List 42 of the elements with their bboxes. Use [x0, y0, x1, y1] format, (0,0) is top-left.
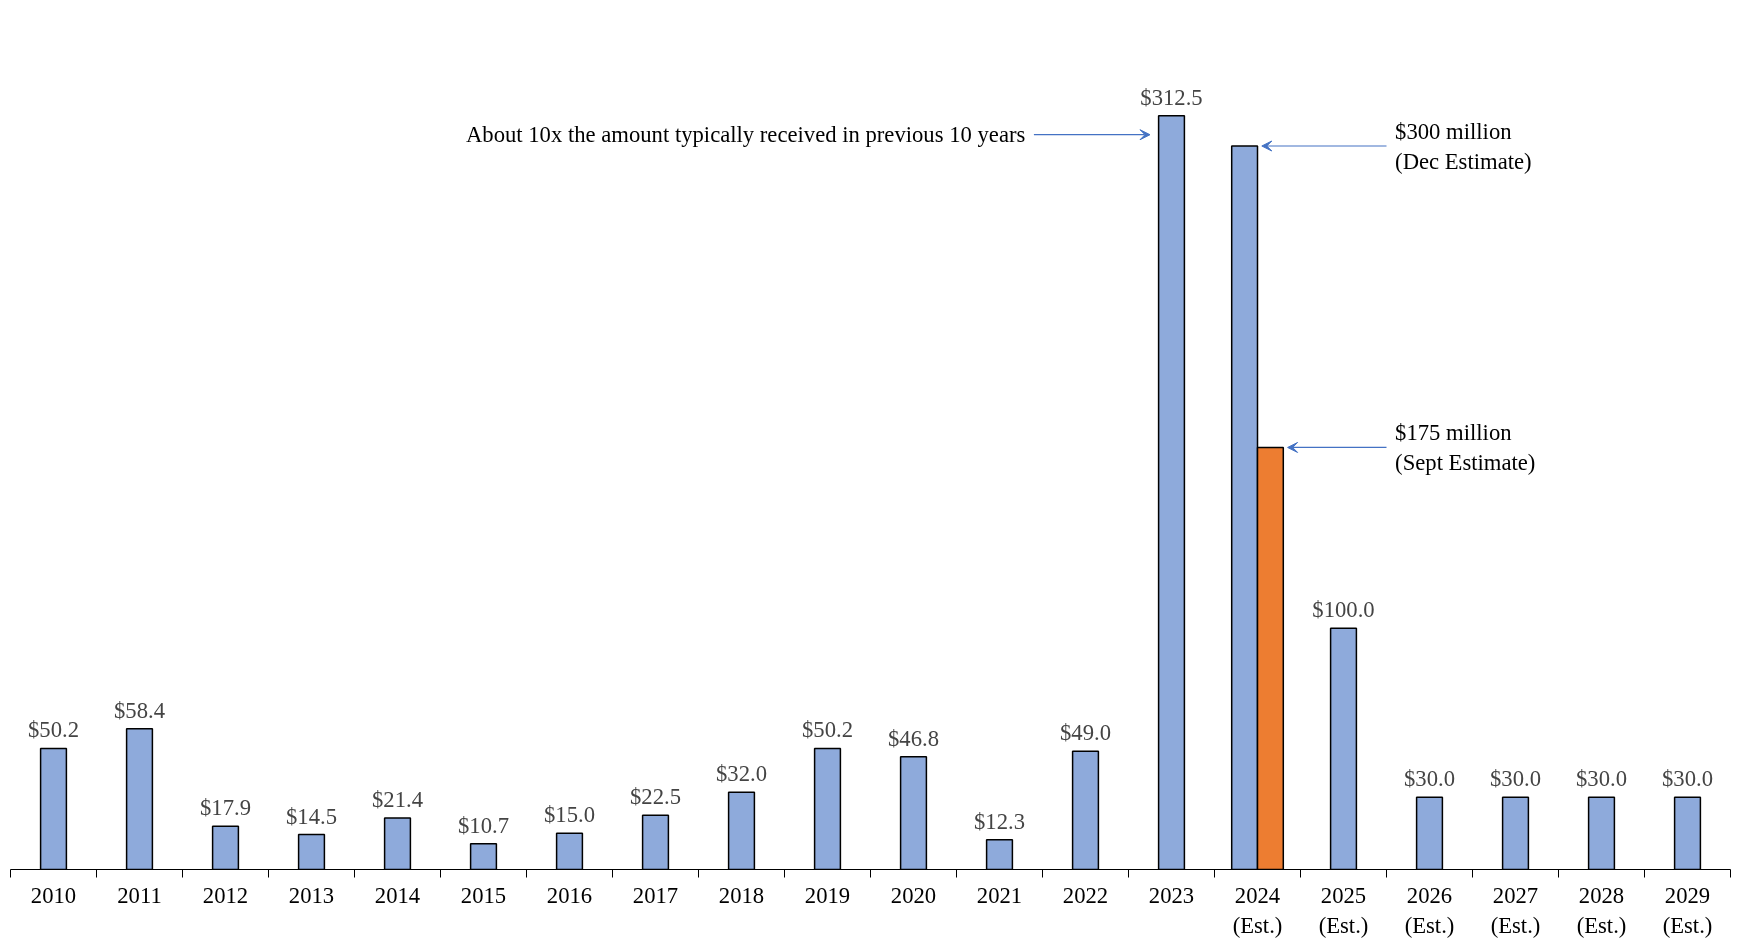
data-label: $17.9 [200, 795, 251, 821]
x-tick-label: 2012 [202, 882, 249, 908]
annotation: About 10x the amount typically received in previous 10 years [465, 122, 1026, 148]
x-tick-label: 2013 [288, 882, 335, 908]
data-label: $21.4 [372, 786, 423, 812]
data-label: $12.3 [974, 808, 1025, 834]
x-tick-label: 2027 (Est.) [1490, 882, 1541, 938]
x-tick-label: 2020 [890, 882, 937, 908]
x-tick-label: 2023 [1148, 882, 1195, 908]
data-label: $30.0 [1576, 766, 1627, 792]
data-label: $30.0 [1662, 766, 1713, 792]
x-tick-label: 2022 [1062, 882, 1109, 908]
data-label: $22.5 [630, 784, 681, 810]
x-tick-label: 2028 (Est.) [1576, 882, 1627, 938]
data-label: $46.8 [888, 725, 939, 751]
data-label: $10.7 [458, 812, 509, 838]
data-label: $32.0 [716, 761, 767, 787]
data-label: $50.2 [28, 717, 79, 743]
x-tick-label: 2017 [632, 882, 679, 908]
x-tick-label: 2010 [30, 882, 77, 908]
data-label: $50.2 [802, 717, 853, 743]
data-label: $15.0 [544, 802, 595, 828]
data-label: $58.4 [114, 697, 165, 723]
x-tick-label: 2018 [718, 882, 765, 908]
data-label: $100.0 [1312, 597, 1375, 623]
x-tick-label: 2024 (Est.) [1232, 882, 1283, 938]
data-label: $49.0 [1060, 720, 1111, 746]
x-tick-label: 2021 [976, 882, 1023, 908]
data-label: $312.5 [1140, 84, 1203, 110]
data-label: $30.0 [1404, 766, 1455, 792]
x-tick-label: 2011 [117, 882, 162, 908]
x-tick-label: 2025 (Est.) [1318, 882, 1369, 938]
data-label: $14.5 [286, 803, 337, 829]
x-tick-label: 2016 [546, 882, 593, 908]
x-tick-label: 2014 [374, 882, 421, 908]
annotation: $175 million (Sept Estimate) [1395, 419, 1536, 475]
data-label: $30.0 [1490, 766, 1541, 792]
x-tick-label: 2029 (Est.) [1662, 882, 1713, 938]
x-tick-label: 2015 [460, 882, 507, 908]
annotation: $300 million (Dec Estimate) [1395, 118, 1532, 174]
x-tick-label: 2019 [804, 882, 851, 908]
x-tick-label: 2026 (Est.) [1404, 882, 1455, 938]
